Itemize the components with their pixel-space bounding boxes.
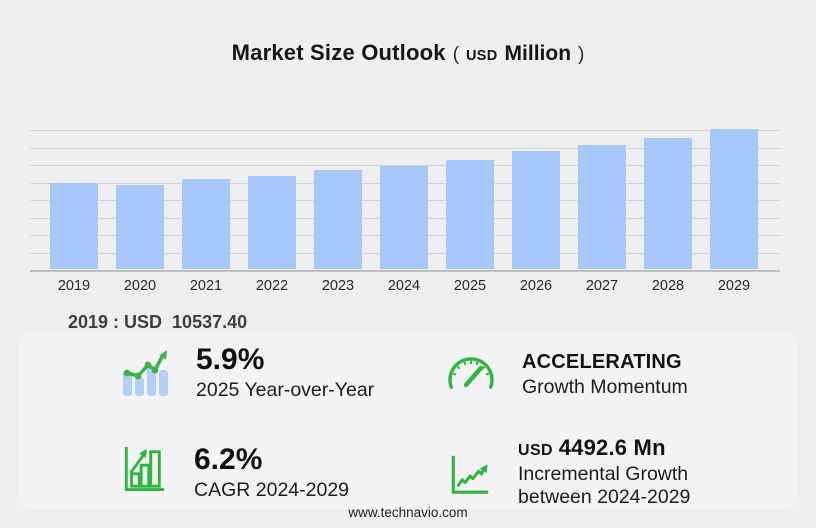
gridline: [30, 130, 780, 131]
x-axis-label: 2025: [453, 278, 487, 294]
yoy-label: 2025 Year-over-Year: [196, 378, 375, 401]
gauge-icon: [446, 351, 496, 402]
bar-2023: [314, 170, 362, 269]
x-axis-label: 2029: [717, 278, 751, 294]
stat-incremental: USD 4492.6 Mn Incremental Growth between…: [448, 435, 691, 508]
incremental-amount: 4492.6 Mn: [558, 435, 666, 460]
gridline: [30, 147, 780, 149]
x-axis-label: 2020: [123, 278, 157, 294]
bar-2022: [248, 176, 296, 269]
incremental-label: Incremental Growth between 2024-2029: [518, 463, 691, 508]
title-main: Market Size Outlook: [231, 40, 446, 65]
x-axis-label: 2024: [387, 278, 421, 294]
bar-2028: [644, 138, 692, 269]
trend-bars-icon: [118, 344, 172, 405]
bar-2025: [446, 160, 494, 269]
bar-2027: [578, 145, 626, 269]
title-unit: Million: [504, 42, 572, 65]
line-growth-icon: [448, 452, 492, 501]
x-axis-label: 2027: [585, 278, 619, 294]
bar-2019: [50, 183, 98, 269]
x-axis-label: 2021: [189, 278, 223, 294]
stat-momentum: ACCELERATING Growth Momentum: [446, 351, 688, 402]
bar-2021: [182, 179, 230, 269]
cagr-label: CAGR 2024-2029: [194, 478, 350, 501]
incremental-value: USD 4492.6 Mn: [518, 435, 690, 460]
x-axis-label: 2019: [57, 278, 91, 294]
x-axis-label: 2023: [321, 278, 355, 294]
bar-2029: [710, 129, 758, 269]
x-axis-label: 2028: [651, 278, 685, 294]
bar-growth-icon: [122, 444, 166, 499]
momentum-value: ACCELERATING: [522, 351, 682, 373]
bar-chart: 2019 2020 2021 2022 2023 2024 2025 2026 2027 2028…: [30, 129, 780, 294]
base-year-annotation: 2019 : USD 10537.40: [68, 312, 248, 332]
incremental-currency: USD: [518, 442, 553, 459]
title-currency: USD: [466, 48, 498, 64]
momentum-label: Growth Momentum: [522, 376, 688, 398]
cagr-value: 6.2%: [194, 443, 263, 476]
title-paren-open: (: [452, 44, 460, 65]
stat-cagr: 6.2% CAGR 2024-2029: [122, 444, 349, 501]
bar-2026: [512, 151, 560, 269]
x-axis-label: 2026: [519, 278, 553, 294]
bar-2020: [116, 185, 164, 269]
stat-yoy: 5.9% 2025 Year-over-Year: [118, 344, 374, 405]
website-link[interactable]: www.technavio.com: [348, 505, 468, 520]
x-axis-label: 2022: [255, 278, 289, 294]
title-paren-close: ): [578, 44, 585, 65]
page-title: Market Size Outlook ( USD Million ): [0, 40, 816, 66]
bar-2024: [380, 166, 428, 269]
x-axis-line: [30, 270, 780, 272]
yoy-value: 5.9%: [196, 343, 265, 376]
gridline: [30, 165, 780, 166]
